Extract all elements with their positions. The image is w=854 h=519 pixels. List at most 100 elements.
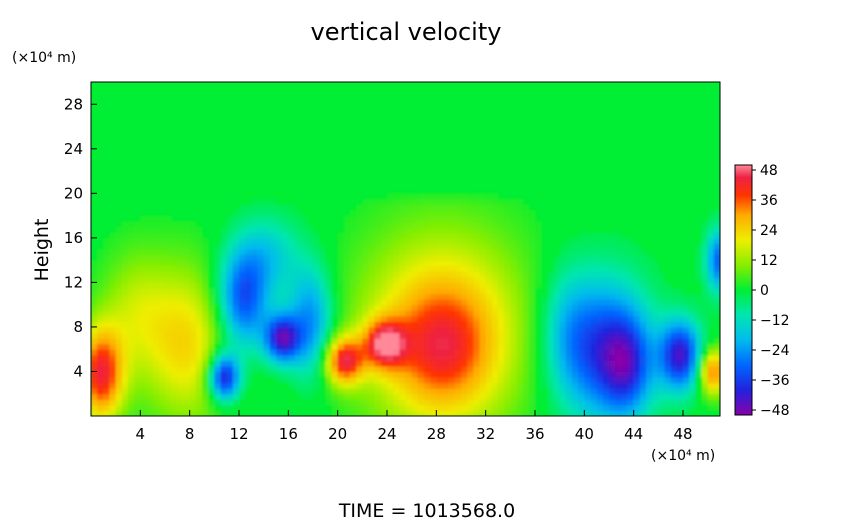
heatmap-cell — [399, 388, 407, 395]
heatmap-cell — [633, 382, 641, 389]
heatmap-cell — [128, 382, 135, 389]
heatmap-cell — [214, 338, 222, 345]
heatmap-cell — [257, 310, 265, 317]
heatmap-cell — [417, 404, 425, 412]
heatmap-cell — [368, 310, 376, 317]
heatmap-cell — [424, 198, 431, 206]
heatmap-cell — [368, 410, 376, 416]
heatmap-cell — [467, 365, 474, 373]
heatmap-cell — [454, 338, 462, 345]
heatmap-cell — [454, 193, 462, 200]
heatmap-cell — [177, 254, 185, 261]
heatmap-cell — [239, 388, 246, 395]
heatmap-cell — [343, 399, 351, 406]
heatmap-cell — [491, 404, 499, 412]
heatmap-cell — [214, 388, 222, 395]
heatmap-cell — [652, 399, 659, 406]
heatmap-cell — [510, 360, 518, 367]
heatmap-cell — [590, 371, 598, 378]
heatmap-cell — [121, 382, 129, 389]
heatmap-cell — [91, 365, 98, 373]
heatmap-cell — [676, 343, 684, 350]
heatmap-cell — [491, 271, 499, 278]
heatmap-cell — [695, 338, 703, 345]
heatmap-cell — [578, 349, 585, 356]
heatmap-cell — [473, 221, 481, 228]
heatmap-cell — [417, 249, 425, 256]
heatmap-cell — [399, 198, 407, 206]
heatmap-cell — [491, 382, 499, 389]
heatmap-cell — [387, 237, 394, 245]
heatmap-cell — [202, 276, 209, 283]
heatmap-cell — [417, 304, 425, 311]
heatmap-cell — [300, 226, 308, 233]
heatmap-cell — [639, 382, 647, 389]
heatmap-cell — [121, 287, 129, 295]
heatmap-cell — [621, 349, 629, 356]
heatmap-cell — [128, 237, 135, 245]
heatmap-cell — [140, 299, 148, 306]
heatmap-cell — [393, 210, 400, 217]
heatmap-cell — [707, 388, 715, 395]
heatmap-cell — [448, 310, 456, 317]
heatmap-cell — [510, 304, 518, 311]
heatmap-cell — [664, 338, 672, 345]
heatmap-cell — [615, 265, 622, 272]
heatmap-cell — [559, 354, 567, 361]
heatmap-cell — [294, 265, 302, 272]
heatmap-cell — [541, 365, 548, 373]
heatmap-cell — [380, 349, 388, 356]
heatmap-cell — [461, 243, 468, 250]
heatmap-cell — [362, 293, 370, 300]
heatmap-cell — [541, 377, 548, 384]
heatmap-cell — [103, 271, 111, 278]
heatmap-cell — [454, 282, 462, 289]
heatmap-cell — [621, 338, 629, 345]
heatmap-cell — [572, 271, 579, 278]
heatmap-cell — [461, 332, 468, 339]
heatmap-cell — [590, 304, 598, 311]
heatmap-cell — [559, 321, 567, 328]
heatmap-cell — [633, 343, 641, 350]
heatmap-cell — [448, 204, 456, 211]
heatmap-cell — [553, 354, 561, 361]
heatmap-cell — [158, 260, 166, 267]
heatmap-cell — [510, 265, 518, 272]
heatmap-cell — [350, 260, 357, 267]
heatmap-cell — [195, 282, 203, 289]
heatmap-cell — [713, 271, 720, 278]
heatmap-cell — [387, 210, 394, 217]
heatmap-cell — [621, 377, 629, 384]
heatmap-cell — [165, 265, 172, 272]
heatmap-cell — [362, 204, 370, 211]
heatmap-cell — [393, 287, 400, 295]
heatmap-cell — [220, 354, 228, 361]
heatmap-cell — [627, 249, 635, 256]
heatmap-cell — [621, 354, 629, 361]
heatmap-cell — [424, 287, 431, 295]
heatmap-cell — [572, 299, 579, 306]
heatmap-cell — [473, 360, 481, 367]
heatmap-cell — [257, 365, 265, 373]
heatmap-cell — [516, 399, 524, 406]
heatmap-cell — [325, 299, 333, 306]
heatmap-cell — [553, 410, 561, 416]
heatmap-cell — [572, 287, 579, 295]
heatmap-cell — [325, 399, 333, 406]
heatmap-cell — [565, 349, 573, 356]
heatmap-cell — [485, 198, 493, 206]
heatmap-cell — [239, 271, 246, 278]
heatmap-cell — [473, 215, 481, 222]
heatmap-cell — [362, 232, 370, 239]
heatmap-cell — [479, 371, 487, 378]
heatmap-cell — [461, 388, 468, 395]
heatmap-cell — [146, 260, 154, 267]
heatmap-cell — [306, 382, 314, 389]
heatmap-cell — [689, 393, 696, 400]
heatmap-cell — [183, 354, 191, 361]
heatmap-cell — [226, 243, 234, 250]
heatmap-cell — [171, 254, 178, 261]
heatmap-cell — [454, 349, 462, 356]
heatmap-cell — [263, 365, 271, 373]
heatmap-cell — [368, 304, 376, 311]
